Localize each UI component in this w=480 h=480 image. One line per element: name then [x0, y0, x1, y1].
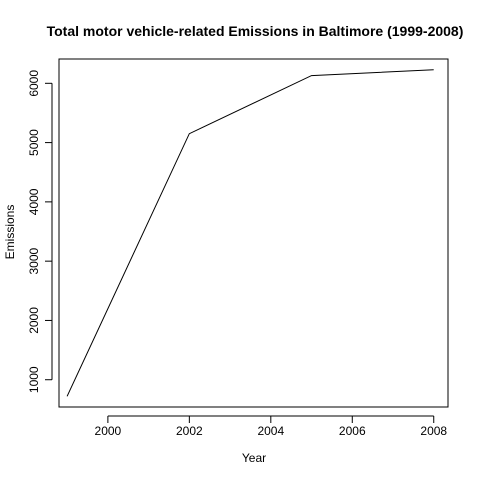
y-tick-label: 1000 [27, 366, 41, 393]
chart-title: Total motor vehicle-related Emissions in… [47, 23, 464, 39]
plot-frame [58, 58, 449, 408]
x-tick-label: 2002 [176, 424, 203, 438]
y-axis-label: Emissions [3, 205, 17, 260]
x-tick-label: 2004 [257, 424, 284, 438]
y-tick-label: 6000 [27, 70, 41, 97]
x-axis-label: Year [242, 451, 266, 465]
y-axis: 1000 2000 3000 4000 5000 6000 [27, 70, 53, 393]
x-tick-label: 2008 [420, 424, 447, 438]
series-group [66, 69, 434, 397]
y-tick-label: 5000 [27, 129, 41, 156]
y-tick-label: 4000 [27, 188, 41, 215]
x-tick-label: 2000 [95, 424, 122, 438]
x-axis: 2000 2002 2004 2006 2008 [95, 415, 447, 438]
y-tick-label: 3000 [27, 247, 41, 274]
x-tick-label: 2006 [339, 424, 366, 438]
series-line [66, 69, 434, 397]
y-tick-label: 2000 [27, 307, 41, 334]
